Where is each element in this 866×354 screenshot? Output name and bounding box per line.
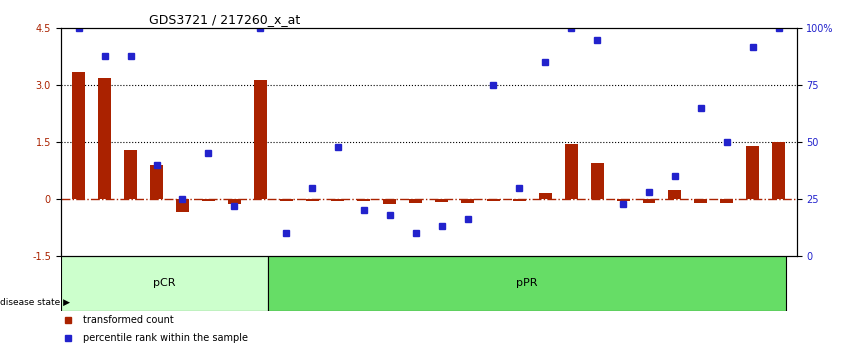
Bar [202, 199, 215, 201]
Bar [228, 199, 241, 204]
Bar [176, 199, 189, 212]
Bar [513, 199, 526, 201]
Text: disease state ▶: disease state ▶ [0, 298, 70, 307]
Bar [721, 199, 734, 203]
Bar [124, 150, 137, 199]
Bar [150, 165, 163, 199]
FancyBboxPatch shape [268, 256, 786, 310]
Bar [565, 144, 578, 199]
Bar [643, 199, 656, 203]
Bar [617, 199, 630, 201]
Bar [435, 199, 448, 202]
Bar [669, 189, 682, 199]
Bar [591, 163, 604, 199]
Text: pPR: pPR [516, 278, 538, 288]
Bar [72, 72, 85, 199]
Text: transformed count: transformed count [83, 315, 173, 325]
Bar [410, 199, 423, 203]
Bar [98, 78, 111, 199]
Bar [461, 199, 474, 203]
FancyBboxPatch shape [61, 256, 268, 310]
Bar [487, 199, 500, 201]
Bar [306, 199, 319, 201]
Bar [254, 80, 267, 199]
Bar [332, 199, 345, 201]
Bar [280, 199, 293, 201]
Text: pCR: pCR [153, 278, 176, 288]
Bar [746, 146, 759, 199]
Text: GDS3721 / 217260_x_at: GDS3721 / 217260_x_at [149, 13, 301, 26]
Text: percentile rank within the sample: percentile rank within the sample [83, 333, 248, 343]
Bar [539, 193, 552, 199]
Bar [695, 199, 708, 203]
Bar [384, 199, 397, 204]
Bar [358, 199, 371, 201]
Bar [772, 142, 785, 199]
